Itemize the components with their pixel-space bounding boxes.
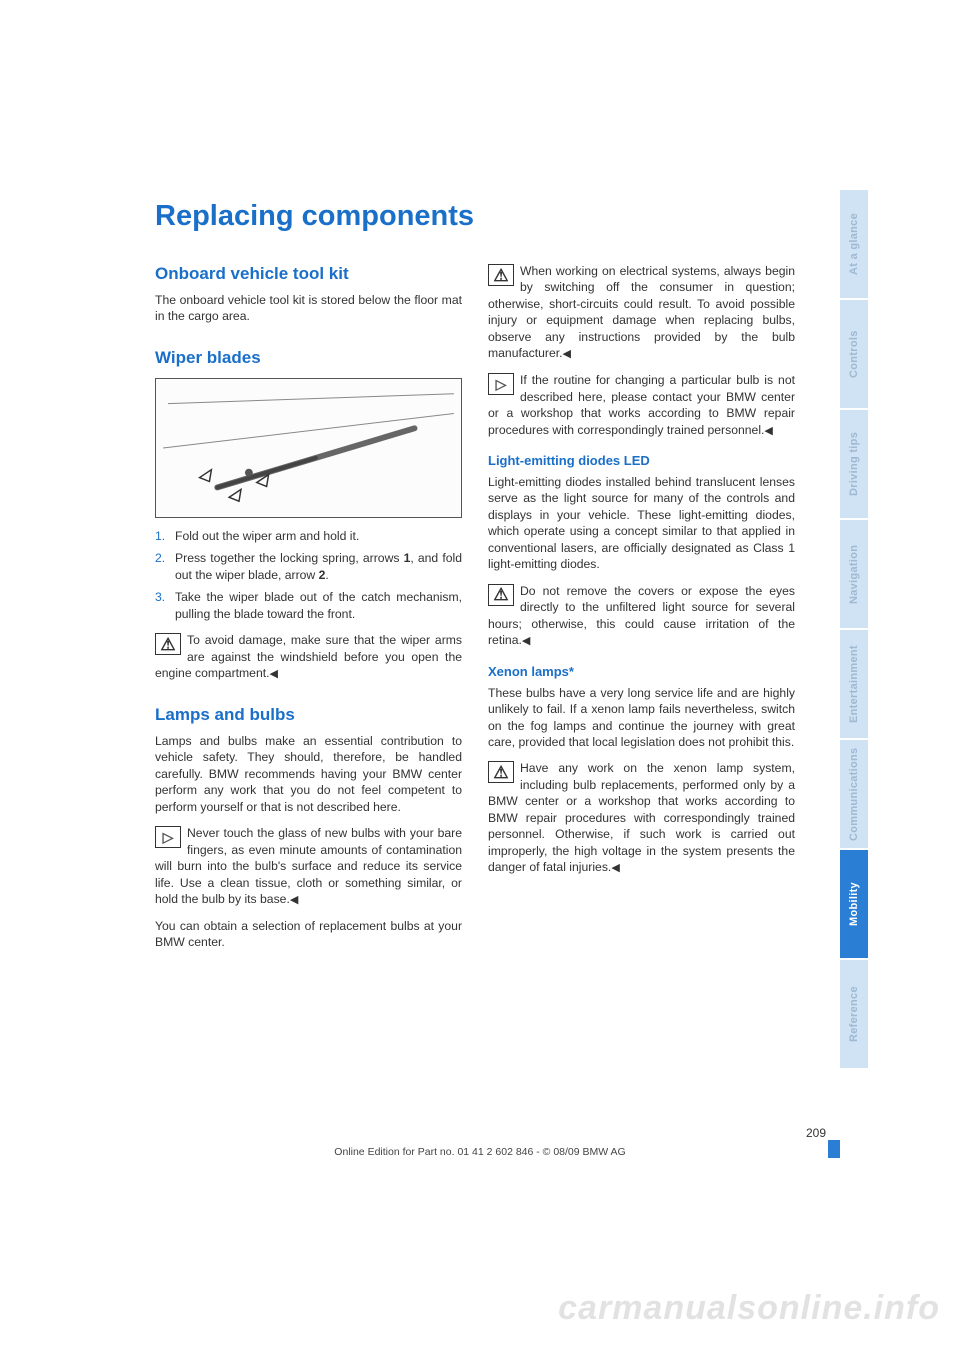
tab-navigation[interactable]: Navigation bbox=[840, 520, 868, 628]
step-3: 3. Take the wiper blade out of the catch… bbox=[155, 589, 462, 622]
page-content: Replacing components Onboard vehicle too… bbox=[155, 200, 795, 1120]
warning-icon bbox=[488, 584, 514, 606]
warning-xenon: Have any work on the xenon lamp system, … bbox=[488, 760, 795, 876]
step-text: Press together the locking spring, arrow… bbox=[175, 550, 462, 583]
heading-wiper-blades: Wiper blades bbox=[155, 347, 462, 370]
warning-wiper: To avoid damage, make sure that the wipe… bbox=[155, 632, 462, 682]
wiper-figure bbox=[155, 378, 462, 518]
para-tool-kit: The onboard vehicle tool kit is stored b… bbox=[155, 292, 462, 325]
tip-icon bbox=[155, 826, 181, 848]
para-lamps: Lamps and bulbs make an essential contri… bbox=[155, 733, 462, 815]
tab-mobility[interactable]: Mobility bbox=[840, 850, 868, 958]
heading-tool-kit: Onboard vehicle tool kit bbox=[155, 263, 462, 286]
tab-communications[interactable]: Communications bbox=[840, 740, 868, 848]
left-column: Onboard vehicle tool kit The onboard veh… bbox=[155, 263, 462, 961]
tab-driving-tips[interactable]: Driving tips bbox=[840, 410, 868, 518]
wiper-illustration bbox=[156, 379, 461, 517]
warning-icon bbox=[155, 633, 181, 655]
para-xenon: These bulbs have a very long service lif… bbox=[488, 685, 795, 751]
section-tabs: At a glance Controls Driving tips Naviga… bbox=[840, 190, 868, 1070]
tip-icon bbox=[488, 373, 514, 395]
step-number: 2. bbox=[155, 550, 175, 583]
step-text: Fold out the wiper arm and hold it. bbox=[175, 528, 462, 544]
page-title: Replacing components bbox=[155, 200, 795, 233]
warning-electrical: When working on electrical systems, alwa… bbox=[488, 263, 795, 362]
heading-xenon: Xenon lamps* bbox=[488, 663, 795, 681]
step-number: 3. bbox=[155, 589, 175, 622]
para-lamps-2: You can obtain a selection of replacemen… bbox=[155, 918, 462, 951]
step-text: Take the wiper blade out of the catch me… bbox=[175, 589, 462, 622]
para-led: Light-emitting diodes installed behind t… bbox=[488, 474, 795, 573]
warning-led: Do not remove the covers or expose the e… bbox=[488, 583, 795, 649]
tip-lamps: Never touch the glass of new bulbs with … bbox=[155, 825, 462, 908]
heading-lamps-bulbs: Lamps and bulbs bbox=[155, 704, 462, 727]
warning-icon bbox=[488, 264, 514, 286]
warning-icon bbox=[488, 761, 514, 783]
tab-entertainment[interactable]: Entertainment bbox=[840, 630, 868, 738]
tab-controls[interactable]: Controls bbox=[840, 300, 868, 408]
tab-reference[interactable]: Reference bbox=[840, 960, 868, 1068]
heading-led: Light-emitting diodes LED bbox=[488, 452, 795, 470]
tip-routine: If the routine for changing a particular… bbox=[488, 372, 795, 438]
footer-line: Online Edition for Part no. 01 41 2 602 … bbox=[0, 1146, 960, 1158]
watermark: carmanualsonline.info bbox=[558, 1289, 940, 1328]
step-1: 1. Fold out the wiper arm and hold it. bbox=[155, 528, 462, 544]
two-column-layout: Onboard vehicle tool kit The onboard veh… bbox=[155, 263, 795, 961]
page-number: 209 bbox=[806, 1126, 826, 1140]
step-number: 1. bbox=[155, 528, 175, 544]
tab-at-a-glance[interactable]: At a glance bbox=[840, 190, 868, 298]
right-column: When working on electrical systems, alwa… bbox=[488, 263, 795, 961]
wiper-steps: 1. Fold out the wiper arm and hold it. 2… bbox=[155, 528, 462, 622]
step-2: 2. Press together the locking spring, ar… bbox=[155, 550, 462, 583]
